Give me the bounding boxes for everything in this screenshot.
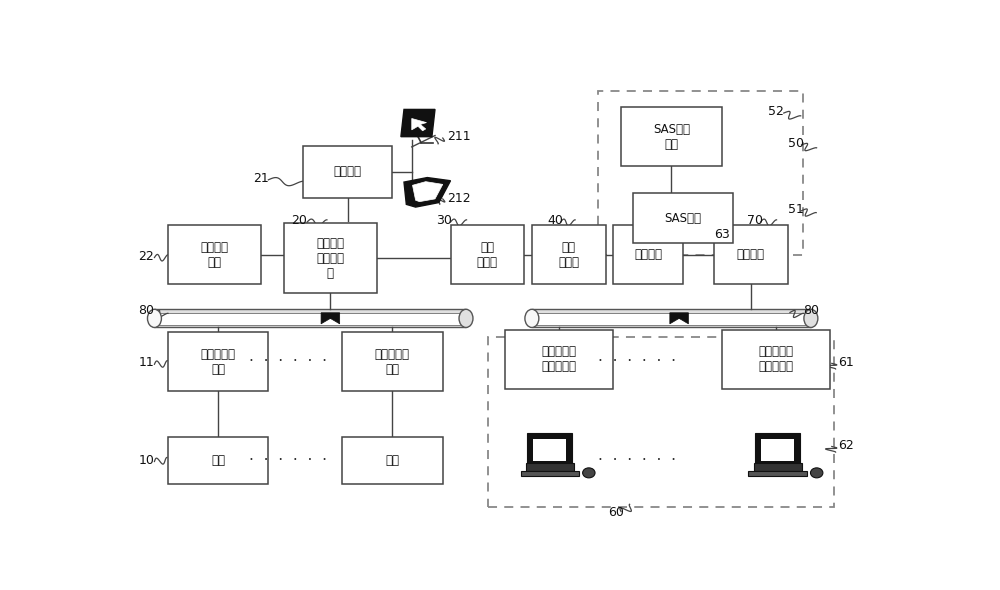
FancyBboxPatch shape: [532, 225, 606, 284]
Text: ·  ·  ·  ·  ·  ·: · · · · · ·: [249, 354, 327, 369]
FancyBboxPatch shape: [168, 437, 268, 484]
FancyBboxPatch shape: [526, 463, 574, 471]
FancyBboxPatch shape: [521, 471, 579, 477]
Text: 211: 211: [447, 130, 470, 143]
FancyBboxPatch shape: [527, 433, 572, 465]
Text: 机台: 机台: [211, 454, 225, 467]
FancyBboxPatch shape: [754, 463, 802, 471]
Text: SAS系统: SAS系统: [664, 212, 702, 225]
Text: 30: 30: [437, 214, 452, 227]
Text: 设备自动化
系统: 设备自动化 系统: [375, 348, 410, 376]
FancyBboxPatch shape: [168, 225, 261, 284]
Polygon shape: [412, 119, 426, 131]
FancyBboxPatch shape: [755, 433, 800, 465]
FancyBboxPatch shape: [450, 225, 524, 284]
Ellipse shape: [147, 309, 161, 327]
Text: 生产
数据库: 生产 数据库: [477, 241, 498, 269]
Text: 40: 40: [547, 214, 563, 227]
FancyBboxPatch shape: [168, 332, 268, 391]
Text: 70: 70: [747, 214, 763, 227]
Ellipse shape: [525, 309, 539, 327]
Text: 62: 62: [838, 439, 854, 452]
FancyBboxPatch shape: [633, 194, 733, 244]
FancyBboxPatch shape: [505, 330, 613, 389]
Polygon shape: [670, 313, 688, 324]
Text: 22: 22: [138, 250, 154, 263]
FancyBboxPatch shape: [533, 439, 566, 461]
Text: 21: 21: [253, 172, 269, 185]
Polygon shape: [404, 178, 451, 207]
Text: 机台监控
系统服务
器: 机台监控 系统服务 器: [316, 237, 344, 280]
Text: 20: 20: [292, 214, 308, 227]
Text: SAS计算
数列: SAS计算 数列: [653, 123, 690, 150]
Text: 10: 10: [138, 454, 154, 467]
Text: 80: 80: [138, 304, 154, 317]
FancyBboxPatch shape: [158, 313, 462, 324]
FancyBboxPatch shape: [761, 439, 794, 461]
Ellipse shape: [459, 309, 473, 327]
Text: ·  ·  ·  ·  ·  ·: · · · · · ·: [249, 453, 327, 468]
FancyBboxPatch shape: [722, 330, 830, 389]
FancyBboxPatch shape: [303, 146, 392, 198]
FancyBboxPatch shape: [613, 225, 683, 284]
FancyBboxPatch shape: [714, 225, 788, 284]
Ellipse shape: [804, 309, 818, 327]
Text: 60: 60: [608, 506, 624, 519]
Text: 63: 63: [714, 228, 730, 241]
Text: 校验单元: 校验单元: [634, 248, 662, 261]
Text: 测试
数据库: 测试 数据库: [558, 241, 579, 269]
Text: ·  ·  ·  ·  ·  ·: · · · · · ·: [598, 453, 676, 468]
Text: 51: 51: [788, 203, 804, 216]
Text: 授权系统: 授权系统: [737, 248, 765, 261]
FancyBboxPatch shape: [536, 313, 807, 324]
Polygon shape: [321, 313, 340, 324]
FancyBboxPatch shape: [154, 309, 466, 327]
FancyBboxPatch shape: [284, 223, 377, 293]
Text: ·  ·  ·  ·  ·  ·: · · · · · ·: [598, 354, 676, 369]
FancyBboxPatch shape: [342, 437, 443, 484]
Polygon shape: [321, 313, 340, 324]
Text: 52: 52: [768, 105, 784, 118]
FancyBboxPatch shape: [748, 471, 807, 477]
Ellipse shape: [810, 468, 823, 478]
Polygon shape: [401, 109, 435, 137]
Text: 50: 50: [788, 137, 804, 150]
Polygon shape: [413, 182, 443, 202]
Text: 机台: 机台: [385, 454, 399, 467]
FancyBboxPatch shape: [621, 107, 722, 166]
Ellipse shape: [583, 468, 595, 478]
Text: 212: 212: [447, 192, 470, 205]
Text: 机台监控系
统图形界面: 机台监控系 统图形界面: [759, 345, 794, 373]
Text: 设备自动化
系统: 设备自动化 系统: [200, 348, 236, 376]
Text: 61: 61: [838, 356, 854, 369]
Text: 80: 80: [803, 304, 819, 317]
FancyBboxPatch shape: [532, 309, 811, 327]
Polygon shape: [670, 313, 688, 324]
FancyBboxPatch shape: [342, 332, 443, 391]
Text: 制造执行
系统: 制造执行 系统: [200, 241, 228, 269]
Text: 11: 11: [138, 356, 154, 369]
Text: 通信系统: 通信系统: [334, 165, 362, 178]
Text: 机台监控系
统图形界面: 机台监控系 统图形界面: [542, 345, 576, 373]
